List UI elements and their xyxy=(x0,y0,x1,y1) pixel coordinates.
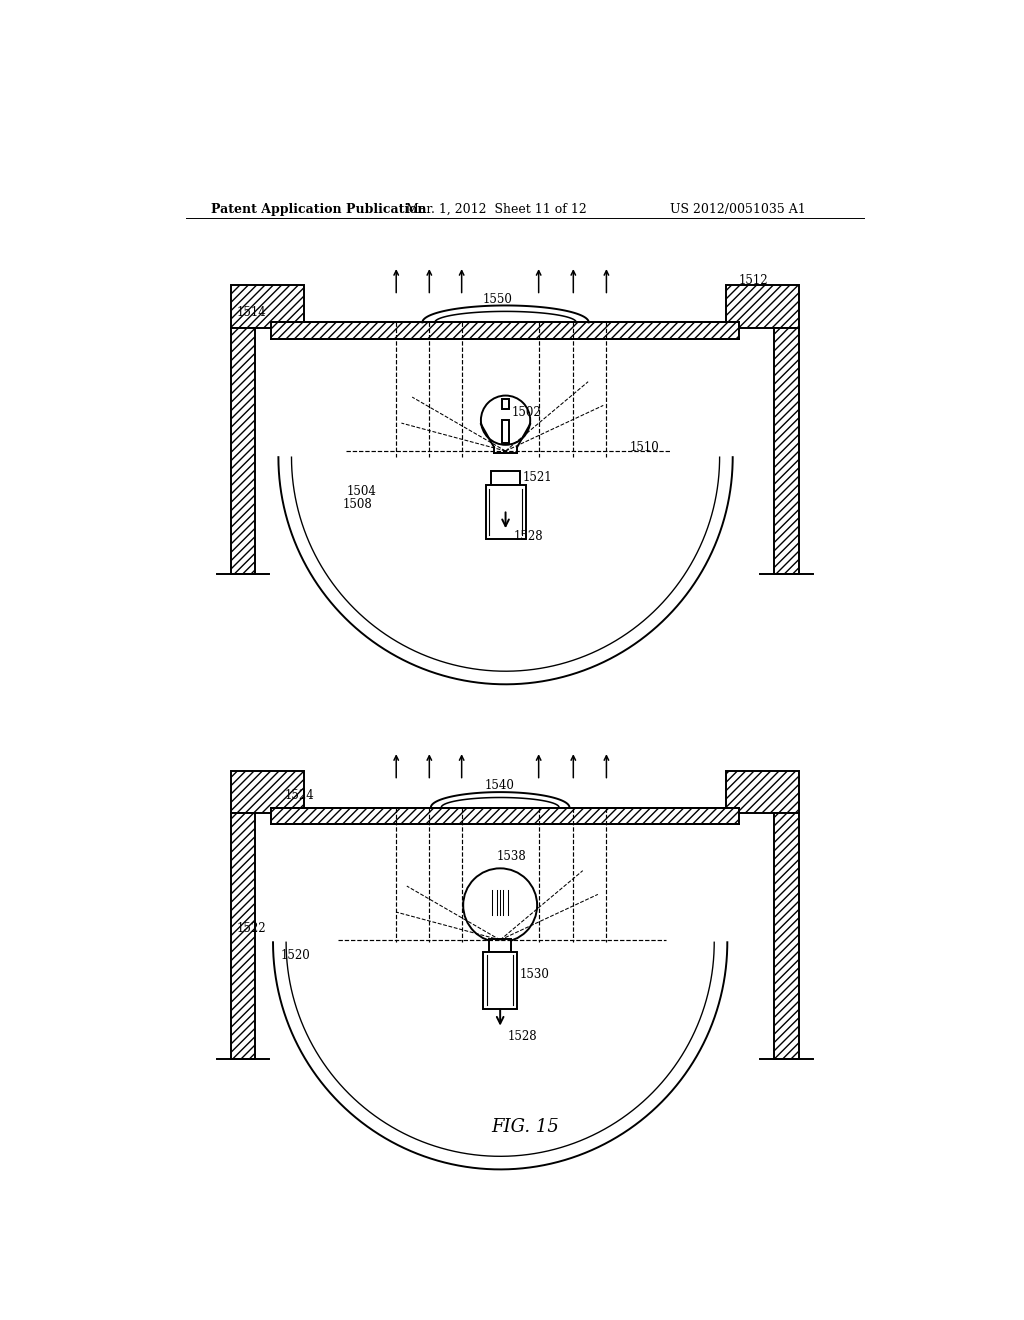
Bar xyxy=(726,285,799,327)
Text: 1528: 1528 xyxy=(508,1030,538,1043)
Bar xyxy=(485,484,525,539)
Text: 1520: 1520 xyxy=(281,949,310,962)
Bar xyxy=(230,813,255,1059)
Bar xyxy=(483,952,517,1010)
Bar xyxy=(502,399,509,409)
Bar xyxy=(271,808,739,825)
Text: 1530: 1530 xyxy=(519,968,549,981)
Bar xyxy=(726,771,799,813)
Text: 1524: 1524 xyxy=(285,788,314,801)
Text: 1508: 1508 xyxy=(343,498,373,511)
Circle shape xyxy=(481,396,530,445)
Bar xyxy=(230,327,255,574)
Bar xyxy=(774,327,799,574)
Text: Mar. 1, 2012  Sheet 11 of 12: Mar. 1, 2012 Sheet 11 of 12 xyxy=(407,203,587,216)
Text: 1550: 1550 xyxy=(482,293,512,306)
Bar xyxy=(271,322,739,339)
Bar xyxy=(490,471,520,484)
Bar xyxy=(489,940,511,952)
Text: 1540: 1540 xyxy=(484,779,515,792)
Bar xyxy=(503,420,509,444)
Bar xyxy=(774,813,799,1059)
Text: FIG. 15: FIG. 15 xyxy=(490,1118,559,1137)
Text: 1528: 1528 xyxy=(513,529,543,543)
Bar xyxy=(230,771,304,813)
Text: 1538: 1538 xyxy=(497,850,526,863)
Text: US 2012/0051035 A1: US 2012/0051035 A1 xyxy=(670,203,805,216)
Text: 1504: 1504 xyxy=(346,484,376,498)
Bar xyxy=(230,285,304,327)
Text: Patent Application Publication: Patent Application Publication xyxy=(211,203,427,216)
Text: 1510: 1510 xyxy=(630,441,659,454)
Text: 1512: 1512 xyxy=(739,273,768,286)
Text: 1502: 1502 xyxy=(512,407,542,418)
Text: 1522: 1522 xyxy=(237,921,266,935)
Text: 1521: 1521 xyxy=(522,471,552,483)
Circle shape xyxy=(463,869,538,942)
Text: 1514: 1514 xyxy=(237,306,266,319)
